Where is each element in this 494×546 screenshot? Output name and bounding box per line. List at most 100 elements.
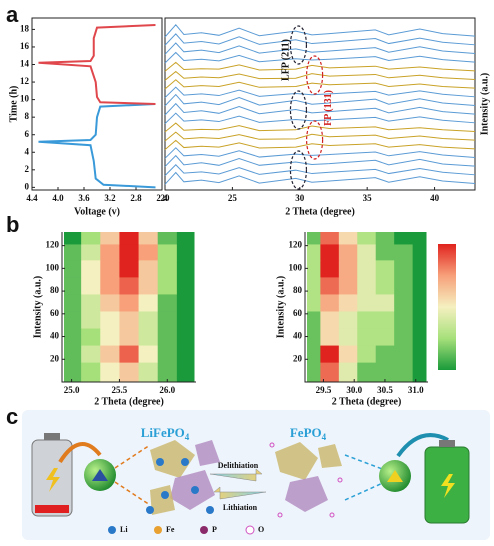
heat-cell bbox=[320, 345, 340, 363]
heat-cell bbox=[119, 232, 140, 245]
heat-cell bbox=[138, 276, 159, 295]
y-tick-label: 14 bbox=[20, 59, 30, 69]
panel-label: a bbox=[6, 2, 19, 27]
heat-cell bbox=[138, 310, 159, 329]
heat-cell bbox=[176, 259, 195, 278]
heat-cell bbox=[307, 243, 321, 261]
y-tick-label: 100 bbox=[46, 262, 60, 272]
heat-cell bbox=[412, 362, 427, 383]
heat-cell bbox=[138, 328, 159, 346]
xrd-pattern bbox=[164, 42, 476, 55]
heat-cell bbox=[119, 243, 140, 261]
heat-cell bbox=[307, 293, 321, 312]
heat-cell bbox=[81, 232, 101, 245]
panel-label: c bbox=[6, 404, 18, 429]
x-tick-label: 2.4 bbox=[156, 193, 168, 203]
heat-cell bbox=[81, 276, 101, 295]
heat-cell bbox=[375, 259, 395, 278]
arrow-label: Lithiation bbox=[223, 503, 258, 512]
x-tick-label: 30.5 bbox=[377, 385, 393, 395]
heat-cell bbox=[64, 310, 82, 329]
y-tick-label: 60 bbox=[50, 308, 60, 318]
heat-cell bbox=[320, 243, 340, 261]
axis-line bbox=[304, 232, 428, 383]
y-tick-label: 40 bbox=[293, 331, 303, 341]
heat-cell bbox=[157, 293, 178, 312]
heat-cell bbox=[119, 345, 140, 363]
heat-cell bbox=[138, 345, 159, 363]
xrd-pattern bbox=[164, 86, 476, 99]
heat-cell bbox=[375, 243, 395, 261]
heat-cell bbox=[138, 259, 159, 278]
heat-cell bbox=[81, 362, 101, 383]
highlight-ellipse bbox=[306, 120, 324, 160]
heat-cell bbox=[320, 293, 340, 312]
xrd-pattern bbox=[164, 139, 476, 151]
heat-cell bbox=[100, 243, 120, 261]
x-tick-label: 35 bbox=[363, 193, 373, 203]
formula-base: LiFePO bbox=[141, 425, 185, 440]
heat-cell bbox=[100, 310, 120, 329]
heat-cell bbox=[338, 362, 358, 383]
formula-sub: 4 bbox=[322, 432, 327, 442]
x-tick-label: 2.8 bbox=[130, 193, 142, 203]
heat-cell bbox=[375, 232, 395, 245]
y-tick-label: 40 bbox=[50, 331, 60, 341]
y-axis-label: Intensity (a.u.) bbox=[32, 276, 43, 339]
heat-cell bbox=[412, 259, 427, 278]
highlight-ellipse bbox=[289, 150, 308, 190]
x-tick-label: 40 bbox=[430, 193, 440, 203]
voltage-curve bbox=[38, 24, 156, 105]
x-axis-label: 2 Theta (degree) bbox=[285, 206, 355, 217]
y-tick-label: 120 bbox=[289, 240, 303, 250]
y-tick-label: 20 bbox=[50, 353, 60, 363]
heat-cell bbox=[338, 345, 358, 363]
heat-cell bbox=[412, 345, 427, 363]
heat-cell bbox=[100, 362, 120, 383]
heat-cell bbox=[138, 362, 159, 383]
heat-cell bbox=[338, 293, 358, 312]
crystal-fp bbox=[269, 442, 343, 518]
x-tick-label: 20 bbox=[161, 193, 171, 203]
heat-cell bbox=[157, 362, 178, 383]
heat-cell bbox=[100, 259, 120, 278]
x-axis-label: 2 Theta (degree) bbox=[332, 396, 402, 407]
heat-cell bbox=[394, 232, 414, 245]
y-tick-label: 8 bbox=[25, 111, 30, 121]
voltage-curve bbox=[38, 103, 156, 189]
heat-cell bbox=[320, 259, 340, 278]
plot-frame bbox=[31, 17, 163, 191]
legend-swatch bbox=[200, 526, 208, 534]
heat-cell bbox=[81, 328, 101, 346]
heat-cell bbox=[357, 328, 377, 346]
heat-cell bbox=[81, 310, 101, 329]
legend-label: Fe bbox=[166, 525, 175, 534]
schematic: LiFePO4 FePO4 Delithiation Lithiation Li… bbox=[22, 410, 490, 540]
colorbar bbox=[438, 244, 456, 370]
heat-cell bbox=[64, 293, 82, 312]
heat-cell bbox=[176, 276, 195, 295]
heat-cell bbox=[394, 362, 414, 383]
heat-cell bbox=[138, 243, 159, 261]
x-axis-label: 2 Theta (degree) bbox=[94, 396, 164, 407]
panel-label: b bbox=[6, 212, 19, 237]
y-tick-label: 18 bbox=[20, 23, 30, 33]
heat-cell bbox=[375, 276, 395, 295]
formula: FePO4 bbox=[290, 425, 327, 442]
heat-cell bbox=[394, 276, 414, 295]
y-tick-label: 80 bbox=[50, 285, 60, 295]
battery-charge bbox=[35, 505, 69, 513]
heat-cell bbox=[394, 259, 414, 278]
y-tick-label: 120 bbox=[46, 240, 60, 250]
xrd-pattern bbox=[164, 131, 476, 142]
heat-cell bbox=[357, 232, 377, 245]
x-tick-label: 29.5 bbox=[316, 385, 332, 395]
heat-cell bbox=[157, 232, 178, 245]
heat-cell bbox=[64, 345, 82, 363]
heat-cell bbox=[157, 276, 178, 295]
heat-cell bbox=[375, 345, 395, 363]
heat-cell bbox=[100, 328, 120, 346]
xrd-pattern bbox=[164, 61, 476, 72]
x-tick-label: 3.6 bbox=[78, 193, 90, 203]
heat-cell bbox=[119, 259, 140, 278]
